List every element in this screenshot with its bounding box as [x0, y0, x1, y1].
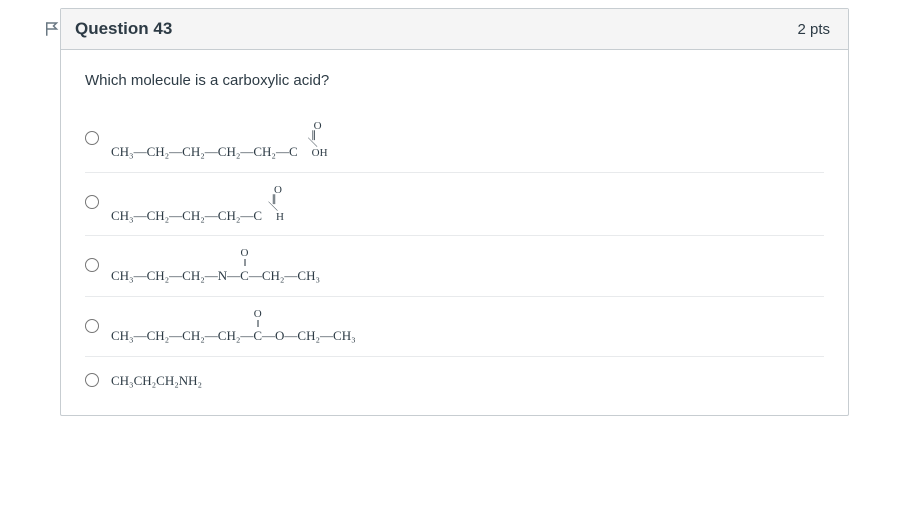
question-title: Question 43 [75, 19, 797, 39]
question-stem: Which molecule is a carboxylic acid? [85, 72, 824, 89]
option-3[interactable]: CH₃—CH₂—CH₂—N— O ‖ C —CH₂—CH₃ [85, 236, 824, 296]
option-5-formula: CH₃CH₂CH₂NH₂ [111, 365, 202, 397]
flag-icon[interactable] [43, 20, 61, 38]
question-header: Question 43 2 pts [61, 9, 848, 50]
option-5-radio[interactable] [85, 373, 99, 387]
option-2-radio[interactable] [85, 195, 99, 209]
option-4-radio[interactable] [85, 319, 99, 333]
question-card: Question 43 2 pts Which molecule is a ca… [60, 8, 849, 416]
option-3-radio[interactable] [85, 258, 99, 272]
option-3-formula: CH₃—CH₂—CH₂—N— O ‖ C —CH₂—CH₃ [111, 244, 320, 287]
question-points: 2 pts [797, 21, 830, 38]
option-1-radio[interactable] [85, 131, 99, 145]
option-2-formula: CH₃—CH₂—CH₂—CH₂—C O ∥ ＼ H [111, 181, 284, 228]
option-5[interactable]: CH₃CH₂CH₂NH₂ [85, 357, 824, 405]
option-2[interactable]: CH₃—CH₂—CH₂—CH₂—C O ∥ ＼ H [85, 173, 824, 237]
options-list: CH₃—CH₂—CH₂—CH₂—CH₂—C O ∥ ＼ OH CH₃—CH₂—C… [85, 109, 824, 405]
option-1[interactable]: CH₃—CH₂—CH₂—CH₂—CH₂—C O ∥ ＼ OH [85, 109, 824, 173]
question-body: Which molecule is a carboxylic acid? CH₃… [61, 50, 848, 415]
option-4-formula: CH₃—CH₂—CH₂—CH₂— O ‖ C —O—CH₂—CH₃ [111, 305, 356, 348]
option-1-formula: CH₃—CH₂—CH₂—CH₂—CH₂—C O ∥ ＼ OH [111, 117, 328, 164]
option-4[interactable]: CH₃—CH₂—CH₂—CH₂— O ‖ C —O—CH₂—CH₃ [85, 297, 824, 357]
